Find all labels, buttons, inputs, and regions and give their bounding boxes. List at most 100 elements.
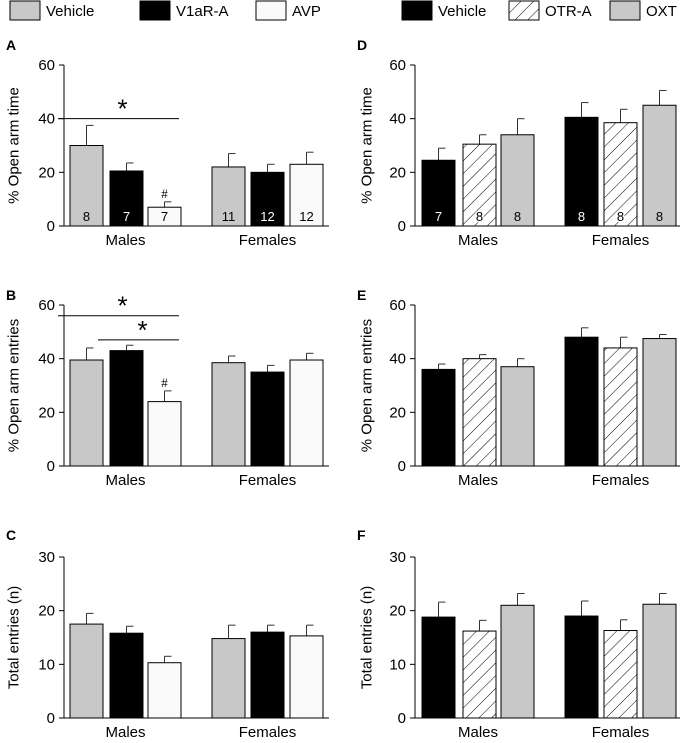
y-axis-label: % Open arm entries: [6, 319, 23, 452]
legend-label-vehicle-right: Vehicle: [438, 3, 486, 20]
bar-v1ar-a-females: [250, 371, 285, 467]
y-tick-label: 40: [389, 111, 406, 128]
legend-swatch-oxt: [609, 0, 641, 21]
bar-oxt-males: [500, 604, 535, 719]
bar-vehicle-females: [211, 638, 246, 719]
significance-star: *: [137, 315, 147, 345]
n-label: 12: [299, 209, 313, 224]
y-tick-label: 40: [389, 351, 406, 368]
bar-otr-a-males: [462, 358, 497, 467]
y-tick-label: 20: [38, 164, 55, 181]
legend-label-otr-a: OTR-A: [545, 3, 592, 20]
legend-label-v1ar-a: V1aR-A: [176, 3, 229, 20]
bar-avp-males: [147, 401, 182, 467]
bar-otr-a-females: [603, 347, 638, 467]
n-label: 8: [83, 209, 90, 224]
bar-vehicle-females: [564, 615, 599, 719]
x-category-label: Females: [592, 724, 650, 741]
bar-vehicle-males: [421, 616, 456, 719]
x-category-label: Females: [239, 472, 297, 489]
y-tick-label: 30: [389, 549, 406, 566]
x-category-label: Females: [592, 472, 650, 489]
y-tick-label: 10: [389, 656, 406, 673]
bar-vehicle-males: [421, 159, 456, 227]
significance-star: *: [117, 94, 127, 124]
bar-v1ar-a-males: [109, 170, 144, 227]
x-category-label: Males: [105, 472, 145, 489]
y-axis-label: % Open arm entries: [359, 319, 376, 452]
legend-swatch-v1ar-a: [139, 0, 171, 21]
panel-letter-f: F: [357, 527, 366, 543]
panel-letter-d: D: [357, 37, 367, 53]
bar-oxt-females: [642, 338, 677, 467]
y-tick-label: 0: [398, 710, 406, 727]
bar-vehicle-males: [69, 359, 104, 467]
bar-otr-a-males: [462, 630, 497, 719]
y-tick-label: 0: [398, 218, 406, 235]
hash-mark: #: [161, 375, 168, 390]
bar-oxt-females: [642, 104, 677, 227]
panel-d: D % Open arm time 0 20 40 60 7 8 8 Males 8 8 8 Female…: [357, 37, 680, 249]
x-category-label: Males: [458, 472, 498, 489]
n-label: 11: [222, 209, 236, 224]
significance-star: *: [117, 291, 127, 321]
y-axis-label: % Open arm time: [6, 87, 23, 204]
y-tick-label: 10: [38, 656, 55, 673]
bar-otr-a-males: [462, 143, 497, 227]
y-tick-label: 40: [38, 111, 55, 128]
n-label: 7: [435, 209, 442, 224]
y-axis-label: Total entries (n): [6, 586, 23, 689]
legend-swatch-avp: [255, 0, 287, 21]
y-tick-label: 40: [38, 351, 55, 368]
panel-letter-e: E: [357, 287, 366, 303]
x-category-label: Females: [239, 724, 297, 741]
y-tick-label: 60: [389, 57, 406, 74]
y-tick-label: 60: [38, 297, 55, 314]
x-category-label: Females: [592, 232, 650, 249]
bar-oxt-males: [500, 366, 535, 467]
y-tick-label: 60: [38, 57, 55, 74]
panel-e: E % Open arm entries 0 20 40 60 Males Females: [357, 287, 680, 489]
panel-c: C Total entries (n) 0 10 20 30 Males Females: [6, 527, 329, 741]
bar-v1ar-a-males: [109, 632, 144, 719]
legend-left: Vehicle V1aR-A AVP: [9, 0, 321, 21]
x-category-label: Males: [105, 232, 145, 249]
n-label: 8: [656, 209, 663, 224]
panel-letter-c: C: [6, 527, 16, 543]
y-tick-label: 0: [47, 218, 55, 235]
bar-vehicle-females: [564, 336, 599, 467]
bar-vehicle-females: [564, 116, 599, 227]
bar-vehicle-males: [69, 145, 104, 227]
bar-vehicle-males: [421, 368, 456, 467]
x-category-label: Females: [239, 232, 297, 249]
y-tick-label: 20: [38, 603, 55, 620]
x-category-label: Males: [458, 232, 498, 249]
n-label: 8: [578, 209, 585, 224]
bar-vehicle-females: [211, 166, 246, 227]
n-label: 8: [514, 209, 521, 224]
bar-avp-females: [289, 635, 324, 719]
legend-label-oxt: OXT: [646, 3, 677, 20]
legend-right: Vehicle OTR-A OXT: [401, 0, 677, 21]
y-tick-label: 20: [389, 603, 406, 620]
y-tick-label: 20: [389, 404, 406, 421]
bar-otr-a-females: [603, 122, 638, 227]
panel-letter-a: A: [6, 37, 16, 53]
panel-letter-b: B: [6, 287, 16, 303]
legend-label-avp: AVP: [292, 3, 321, 20]
bar-v1ar-a-females: [250, 631, 285, 719]
bar-avp-females: [289, 163, 324, 227]
y-tick-label: 0: [47, 710, 55, 727]
y-tick-label: 0: [47, 458, 55, 475]
bar-avp-females: [289, 359, 324, 467]
bar-oxt-females: [642, 603, 677, 719]
y-tick-label: 0: [398, 458, 406, 475]
bar-vehicle-females: [211, 362, 246, 467]
panel-f: F Total entries (n) 0 10 20 30 Males Females: [357, 527, 680, 741]
y-tick-label: 60: [389, 297, 406, 314]
bar-vehicle-males: [69, 623, 104, 719]
panel-b: B % Open arm entries 0 20 40 60 Males Females # *…: [6, 287, 329, 489]
n-label: 8: [476, 209, 483, 224]
